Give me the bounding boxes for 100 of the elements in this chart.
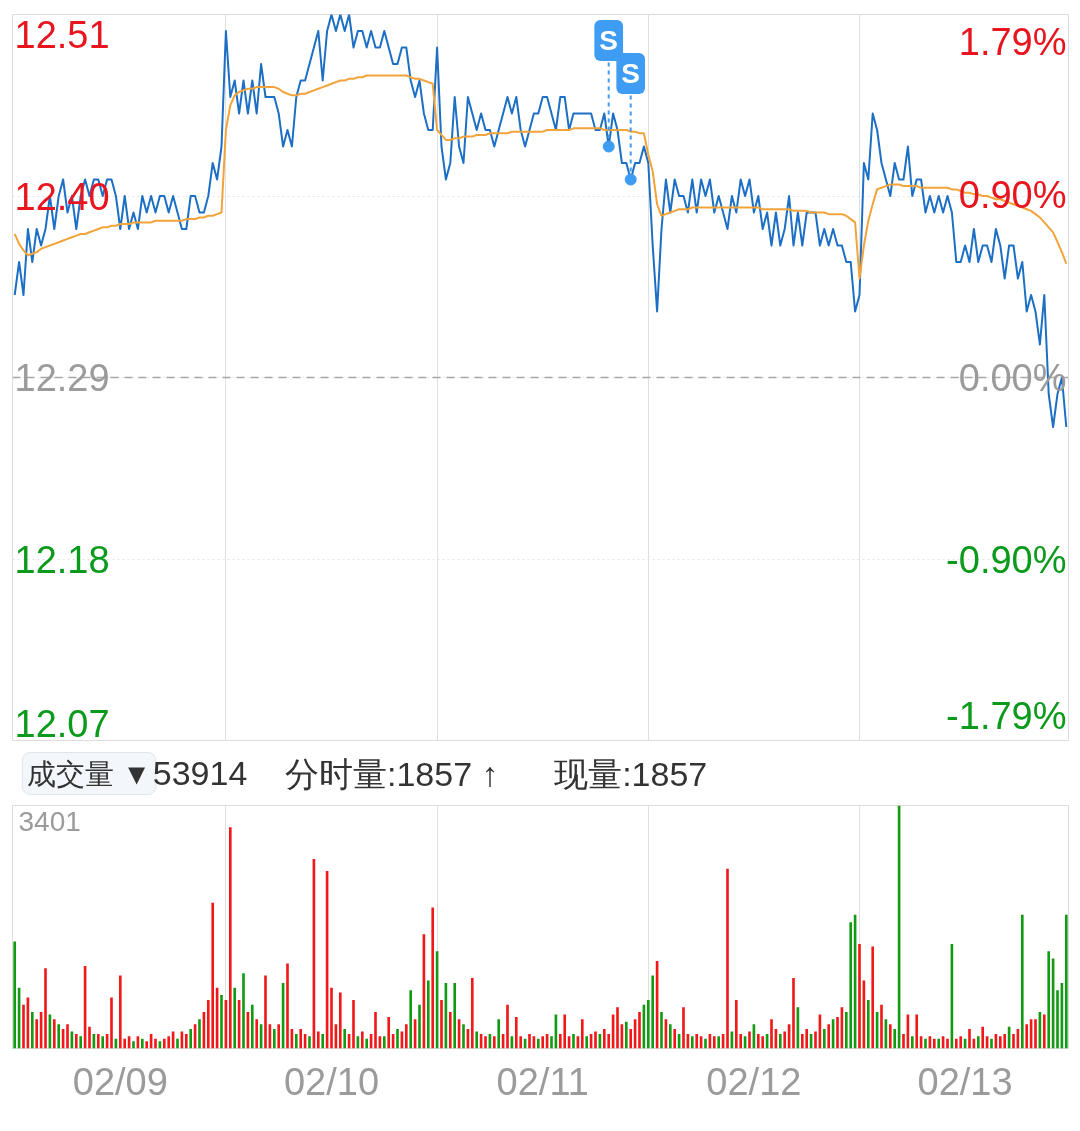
bar [959,1036,963,1049]
bar [154,1038,157,1049]
bar [946,1038,949,1049]
bar [250,1004,254,1049]
bar [409,990,413,1049]
bar [968,1029,971,1049]
bar [352,999,355,1049]
y2-tick-label: 1.79% [958,20,1067,63]
bar [44,968,47,1049]
bar [932,1038,936,1049]
bar [1042,1014,1046,1049]
bar [110,997,113,1049]
bar [888,1024,892,1049]
bar [1034,1019,1037,1049]
y-tick-label: 12.18 [14,538,110,581]
bar [800,1033,804,1049]
bar [88,1026,91,1049]
bar [651,975,655,1049]
data-label: S [621,58,641,89]
bar [162,1038,166,1049]
bar [35,1019,39,1049]
bar [514,1016,518,1049]
bar [211,902,215,1049]
bar [756,1033,760,1049]
bar [866,999,870,1049]
bar [770,1019,773,1049]
bar [607,1033,611,1049]
bar [849,922,853,1049]
bar [1056,990,1059,1049]
bar [629,1029,633,1049]
y2-tick-label: 0.90% [958,173,1067,216]
chart-title: 成交量 ▼ [27,757,152,790]
y-tick-label: 12.29 [14,357,110,399]
bar [13,941,17,1049]
y2-tick-label: -1.79% [946,694,1067,737]
bar [338,992,342,1049]
bar [140,1038,144,1049]
bar [299,1029,303,1049]
bar [264,975,267,1049]
bar [778,1033,782,1049]
bar [624,1021,628,1049]
bar [74,1033,78,1049]
bar [704,1038,707,1049]
bar [448,1012,452,1049]
bar [184,1033,188,1049]
bar [580,1019,584,1049]
bar [695,1033,699,1049]
bar [145,1041,149,1049]
bar [805,1029,809,1049]
bar [321,1033,325,1049]
bar [563,1014,567,1049]
bar [954,1038,958,1049]
annotation: 3401 [18,805,81,837]
bar [726,868,729,1049]
bar [717,1036,721,1049]
bar [492,1036,496,1049]
bar [418,1004,421,1049]
bar [272,1029,276,1049]
bar [506,1004,509,1049]
y2-tick-label: -0.90% [946,539,1067,582]
bar [1047,951,1051,1049]
bar [734,999,738,1049]
bar [242,973,245,1049]
bar [915,1014,919,1049]
bar [1003,1033,1007,1049]
bar [286,963,289,1049]
bar [316,1031,320,1049]
x-tick-label: 02/11 [496,1060,589,1103]
bar [118,975,122,1049]
bar [330,987,333,1049]
bar [220,995,223,1049]
bar [792,978,795,1049]
bar [761,1036,765,1049]
y-tick-label: 12.51 [14,13,110,56]
bar [431,907,435,1049]
bar [374,1012,377,1049]
bar [189,1029,193,1049]
bar [101,1036,105,1049]
bar [585,1036,589,1049]
bar [462,1024,465,1049]
bar [57,1024,61,1049]
bar [673,1029,677,1049]
bar [228,827,232,1049]
bar [550,1036,553,1049]
x-tick-label: 02/10 [283,1060,380,1103]
bar [132,1041,135,1049]
bar [1064,914,1068,1049]
bar [79,1036,83,1049]
bar [1012,1033,1015,1049]
bar [690,1036,694,1049]
x-tick-label: 02/12 [706,1060,802,1103]
bar [453,982,457,1049]
bar [233,987,237,1049]
bar [682,1007,685,1049]
bar [981,1026,985,1049]
bar [365,1038,369,1049]
bar [536,1038,540,1049]
bar [66,1024,69,1049]
bar [528,1033,531,1049]
bar [990,1038,993,1049]
